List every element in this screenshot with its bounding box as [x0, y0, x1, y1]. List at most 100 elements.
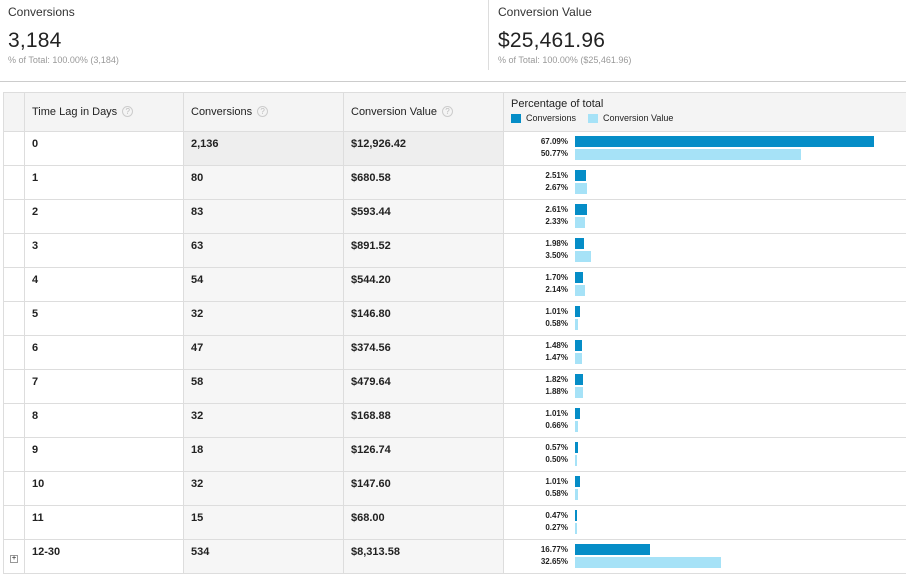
- header-label: Conversion Value: [351, 106, 438, 118]
- cell-time-lag: 12-30: [24, 539, 184, 574]
- percentage-line: 1.88%: [504, 386, 906, 398]
- bar-conversions: [575, 170, 586, 181]
- metric-conversion-value: Conversion Value $25,461.96 % of Total: …: [488, 0, 631, 70]
- cell-conversion-value: $544.20: [343, 267, 504, 302]
- metric-conversions: Conversions 3,184 % of Total: 100.00% (3…: [8, 0, 119, 70]
- cell-percentage: 2.51% 2.67%: [503, 165, 906, 200]
- bar-conversion-value: [575, 251, 591, 262]
- percentage-line: 2.67%: [504, 182, 906, 194]
- percentage-bars: 1.98% 3.50%: [504, 236, 906, 266]
- cell-conversion-value: $68.00: [343, 505, 504, 540]
- help-icon[interactable]: ?: [257, 106, 269, 117]
- percentage-label: 2.61%: [545, 205, 568, 214]
- cell-time-lag: 9: [24, 437, 184, 472]
- legend-item-conversions: Conversions: [511, 113, 576, 123]
- cell-conversion-value: $680.58: [343, 165, 504, 200]
- percentage-label: 1.82%: [545, 375, 568, 384]
- cell-conversion-value: $891.52: [343, 233, 504, 268]
- header-label: Percentage of total: [511, 98, 604, 110]
- cell-percentage: 1.82% 1.88%: [503, 369, 906, 404]
- cell-time-lag: 5: [24, 301, 184, 336]
- table-row: +12-30 534 $8,313.58 16.77% 32.65%: [3, 539, 906, 574]
- legend: Conversions Conversion Value: [511, 113, 906, 123]
- percentage-bars: 0.57% 0.50%: [504, 440, 906, 470]
- table-row: 6 47 $374.56 1.48% 1.47%: [3, 335, 906, 370]
- percentage-line: 0.58%: [504, 488, 906, 500]
- bar-conversion-value: [575, 285, 585, 296]
- table-row: 5 32 $146.80 1.01% 0.58%: [3, 301, 906, 336]
- percentage-line: 1.01%: [504, 476, 906, 488]
- cell-conversions: 32: [183, 403, 344, 438]
- cell-percentage: 67.09% 50.77%: [503, 131, 906, 166]
- percentage-line: 1.01%: [504, 306, 906, 318]
- row-expand-cell: [3, 369, 25, 404]
- percentage-line: 16.77%: [504, 544, 906, 556]
- header-time-lag[interactable]: Time Lag in Days?: [24, 92, 184, 132]
- cell-percentage: 1.01% 0.58%: [503, 301, 906, 336]
- percentage-label: 0.27%: [545, 523, 568, 532]
- header-label: Conversions: [191, 106, 253, 118]
- row-expand-cell: [3, 267, 25, 302]
- table-row: 4 54 $544.20 1.70% 2.14%: [3, 267, 906, 302]
- percentage-line: 2.51%: [504, 170, 906, 182]
- table-row: 10 32 $147.60 1.01% 0.58%: [3, 471, 906, 506]
- cell-conversions: 2,136: [183, 131, 344, 166]
- percentage-bars: 1.01% 0.58%: [504, 474, 906, 504]
- percentage-label: 32.65%: [540, 557, 568, 566]
- table-row: 7 58 $479.64 1.82% 1.88%: [3, 369, 906, 404]
- cell-percentage: 0.47% 0.27%: [503, 505, 906, 540]
- percentage-line: 67.09%: [504, 136, 906, 148]
- bar-conversions: [575, 238, 584, 249]
- percentage-line: 0.47%: [504, 510, 906, 522]
- table-row: 1 80 $680.58 2.51% 2.67%: [3, 165, 906, 200]
- cell-time-lag: 10: [24, 471, 184, 506]
- time-lag-table: Time Lag in Days? Conversions? Conversio…: [3, 92, 906, 574]
- cell-conversions: 32: [183, 301, 344, 336]
- percentage-line: 2.33%: [504, 216, 906, 228]
- cell-time-lag: 11: [24, 505, 184, 540]
- cell-time-lag: 3: [24, 233, 184, 268]
- cell-conversions: 32: [183, 471, 344, 506]
- row-expand-cell: [3, 437, 25, 472]
- percentage-bars: 1.01% 0.66%: [504, 406, 906, 436]
- bar-conversion-value: [575, 149, 801, 160]
- percentage-bars: 1.01% 0.58%: [504, 304, 906, 334]
- percentage-label: 0.58%: [545, 489, 568, 498]
- percentage-line: 0.66%: [504, 420, 906, 432]
- bar-conversions: [575, 442, 578, 453]
- row-expand-cell: [3, 131, 25, 166]
- expand-plus-icon[interactable]: +: [10, 554, 18, 563]
- bar-conversions: [575, 306, 580, 317]
- cell-time-lag: 2: [24, 199, 184, 234]
- table-row: 2 83 $593.44 2.61% 2.33%: [3, 199, 906, 234]
- percentage-line: 1.01%: [504, 408, 906, 420]
- bar-conversion-value: [575, 319, 578, 330]
- metric-sub: % of Total: 100.00% ($25,461.96): [498, 55, 632, 65]
- help-icon[interactable]: ?: [122, 106, 134, 117]
- bar-conversion-value: [575, 217, 585, 228]
- bar-conversions: [575, 136, 874, 147]
- percentage-label: 1.48%: [545, 341, 568, 350]
- header-conversions[interactable]: Conversions?: [183, 92, 344, 132]
- bar-conversions: [575, 272, 583, 283]
- header-conversion-value[interactable]: Conversion Value?: [343, 92, 504, 132]
- metric-label: Conversions: [8, 5, 75, 19]
- legend-swatch: [588, 113, 599, 123]
- row-expand-cell: [3, 165, 25, 200]
- cell-conversions: 58: [183, 369, 344, 404]
- help-icon[interactable]: ?: [442, 106, 454, 117]
- table-row: 8 32 $168.88 1.01% 0.66%: [3, 403, 906, 438]
- bar-conversions: [575, 476, 580, 487]
- bar-conversions: [575, 408, 580, 419]
- percentage-label: 2.51%: [545, 171, 568, 180]
- cell-percentage: 1.01% 0.58%: [503, 471, 906, 506]
- legend-label: Conversions: [526, 113, 577, 123]
- table-row: 11 15 $68.00 0.47% 0.27%: [3, 505, 906, 540]
- percentage-label: 3.50%: [545, 251, 568, 260]
- percentage-label: 1.01%: [545, 409, 568, 418]
- percentage-line: 0.50%: [504, 454, 906, 466]
- bar-conversion-value: [575, 489, 578, 500]
- percentage-label: 1.98%: [545, 239, 568, 248]
- percentage-line: 2.14%: [504, 284, 906, 296]
- percentage-label: 67.09%: [540, 137, 568, 146]
